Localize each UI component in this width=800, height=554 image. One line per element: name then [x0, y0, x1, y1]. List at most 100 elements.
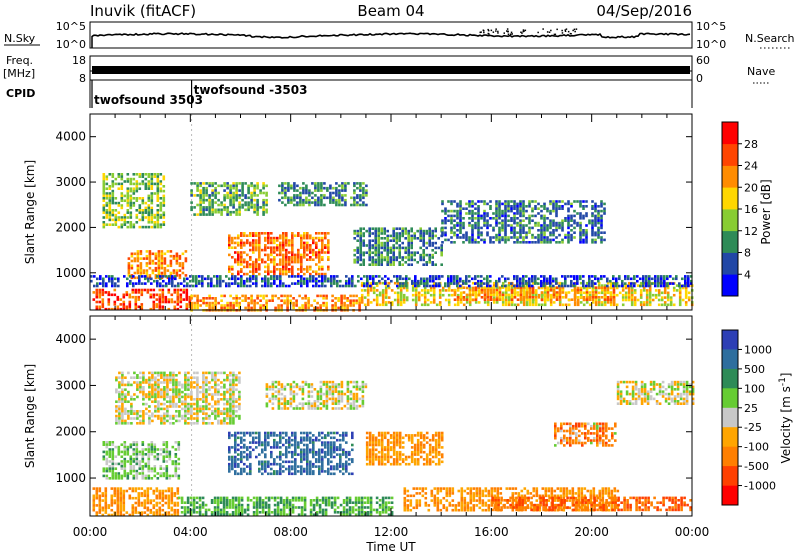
- heatmap-cell: [684, 293, 688, 297]
- heatmap-cell: [498, 296, 502, 299]
- heatmap-cell: [122, 506, 126, 510]
- heatmap-cell: [645, 298, 649, 302]
- heatmap-cell: [357, 511, 361, 514]
- heatmap-cell: [241, 184, 244, 188]
- heatmap-cell: [232, 304, 235, 307]
- heatmap-cell: [173, 508, 177, 512]
- heatmap-cell: [459, 224, 462, 227]
- heatmap-cell: [306, 248, 309, 252]
- heatmap-cell: [456, 275, 459, 278]
- heatmap-cell: [474, 207, 477, 210]
- heatmap-cell: [183, 284, 186, 288]
- heatmap-cell: [519, 205, 522, 208]
- nave-tick-top: 60: [696, 54, 710, 67]
- heatmap-cell: [597, 229, 600, 232]
- heatmap-cell: [140, 291, 144, 294]
- heatmap-cell: [543, 202, 546, 206]
- heatmap-cell: [264, 282, 267, 285]
- heatmap-cell: [186, 277, 189, 281]
- heatmap-cell: [220, 208, 223, 212]
- heatmap-cell: [297, 258, 300, 261]
- heatmap-cell: [229, 210, 232, 214]
- heatmap-cell: [389, 246, 392, 250]
- heatmap-cell: [250, 299, 253, 302]
- heatmap-cell: [359, 234, 362, 238]
- heatmap-cell: [537, 221, 540, 225]
- heatmap-cell: [513, 205, 516, 208]
- heatmap-cell: [459, 205, 462, 208]
- heatmap-cell: [274, 306, 277, 310]
- heatmap-cell: [600, 205, 603, 208]
- heatmap-cell: [349, 294, 352, 298]
- heatmap-cell: [196, 203, 199, 207]
- heatmap-cell: [294, 258, 297, 261]
- heatmap-cell: [320, 182, 323, 185]
- heatmap-cell: [366, 289, 370, 292]
- heatmap-cell: [228, 234, 231, 237]
- heatmap-cell: [645, 275, 648, 278]
- heatmap-cell: [359, 198, 362, 202]
- heatmap-cell: [366, 301, 370, 304]
- heatmap-cell: [531, 241, 534, 244]
- heatmap-cell: [321, 239, 324, 242]
- heatmap-cell: [243, 234, 246, 237]
- heatmap-cell: [147, 218, 151, 222]
- heatmap-cell: [126, 192, 130, 195]
- heatmap-cell: [152, 303, 156, 306]
- heatmap-cell: [243, 260, 246, 264]
- heatmap-cell: [434, 229, 437, 233]
- heatmap-cell: [585, 291, 589, 294]
- heatmap-cell: [510, 301, 514, 304]
- heatmap-cell: [351, 501, 355, 504]
- heatmap-cell: [600, 303, 604, 307]
- heatmap-cell: [522, 279, 525, 283]
- heatmap-cell: [419, 234, 422, 238]
- heatmap-cell: [359, 241, 362, 245]
- heatmap-cell: [624, 284, 628, 287]
- heatmap-cell: [258, 241, 261, 245]
- heatmap-cell: [101, 300, 105, 304]
- heatmap-cell: [137, 298, 141, 301]
- heatmap-cell: [501, 293, 505, 297]
- heatmap-cell: [315, 244, 318, 247]
- heatmap-cell: [498, 298, 502, 301]
- heatmap-cell: [534, 303, 538, 307]
- heatmap-cell: [588, 298, 592, 301]
- heatmap-cell: [534, 200, 537, 203]
- heatmap-cell: [456, 224, 459, 227]
- heatmap-cell: [279, 513, 283, 516]
- heatmap-cell: [250, 191, 253, 195]
- heatmap-cell: [173, 504, 177, 507]
- heatmap-cell: [472, 508, 476, 512]
- heatmap-cell: [360, 508, 364, 512]
- heatmap-cell: [609, 291, 613, 294]
- heatmap-cell: [131, 513, 135, 517]
- heatmap-cell: [98, 293, 102, 297]
- heatmap-cell: [247, 297, 250, 300]
- heatmap-cell: [525, 233, 528, 237]
- heatmap-cell: [208, 213, 211, 216]
- heatmap-cell: [420, 289, 424, 292]
- heatmap-cell: [111, 284, 114, 288]
- heatmap-cell: [173, 501, 177, 505]
- heatmap-cell: [492, 284, 496, 287]
- heatmap-cell: [561, 238, 564, 242]
- heatmap-cell: [612, 296, 616, 299]
- heatmap-cell: [645, 291, 649, 295]
- heatmap-cell: [324, 236, 327, 240]
- heatmap-cell: [312, 270, 315, 273]
- heatmap-cell: [264, 270, 267, 273]
- heatmap-cell: [300, 506, 304, 509]
- heatmap-cell: [684, 279, 687, 283]
- heatmap-cell: [666, 296, 670, 299]
- heatmap-cell: [612, 291, 616, 294]
- heatmap-cell: [202, 186, 205, 190]
- heatmap-cell: [170, 487, 174, 490]
- heatmap-cell: [498, 221, 501, 225]
- heatmap-cell: [241, 186, 244, 190]
- heatmap-cell: [612, 293, 616, 297]
- heatmap-cell: [262, 184, 265, 188]
- heatmap-cell: [249, 232, 252, 235]
- heatmap-cell: [223, 304, 226, 307]
- heatmap-cell: [531, 291, 535, 294]
